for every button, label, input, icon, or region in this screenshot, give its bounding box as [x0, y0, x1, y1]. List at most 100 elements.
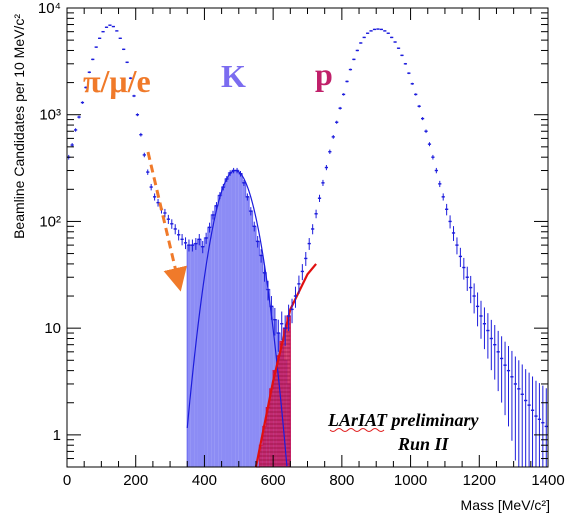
data-point: [84, 86, 88, 89]
data-point: [386, 32, 390, 34]
data-point: [249, 207, 253, 216]
data-point: [335, 120, 339, 124]
data-point: [486, 313, 490, 359]
histogram-bar: [276, 355, 281, 467]
data-point: [513, 356, 517, 461]
data-point: [407, 72, 411, 75]
data-point: [520, 364, 524, 467]
data-point: [352, 58, 356, 61]
data-point: [170, 219, 174, 229]
data-point: [104, 26, 109, 28]
histogram-bar: [190, 245, 195, 467]
data-point: [91, 58, 95, 61]
data-point: [259, 249, 263, 263]
x-tick-label: 1400: [531, 472, 564, 489]
histogram-bar: [262, 426, 267, 467]
data-point: [283, 315, 287, 346]
data-point: [177, 229, 181, 241]
data-point: [197, 234, 201, 246]
data-point: [445, 203, 449, 216]
data-point: [369, 30, 373, 32]
data-point: [424, 129, 428, 134]
data-point: [235, 167, 239, 174]
data-point: [479, 300, 483, 339]
data-point: [300, 264, 304, 281]
data-point: [517, 360, 521, 467]
data-point: [269, 296, 274, 320]
data-point: [393, 41, 397, 43]
data-point: [383, 30, 387, 32]
data-point: [379, 28, 383, 31]
data-point: [135, 113, 140, 117]
histogram-bar: [221, 187, 226, 467]
data-point: [273, 307, 277, 336]
data-point: [331, 135, 335, 139]
data-point: [183, 237, 188, 250]
x-ticks: 0 200 400 600 800 1000 1200 1400: [63, 8, 565, 489]
data-point: [207, 222, 212, 233]
data-point: [204, 232, 208, 244]
data-point: [139, 132, 143, 137]
data-point: [280, 311, 284, 341]
data-point: [287, 304, 291, 332]
data-point: [475, 292, 480, 327]
histogram-bar: [214, 205, 219, 468]
data-point: [276, 319, 280, 352]
histogram-bar: [197, 239, 201, 467]
kaon-label: K: [221, 58, 246, 94]
histogram-bar: [200, 246, 205, 467]
data-point: [493, 325, 497, 380]
data-point: [290, 298, 294, 324]
histogram-bar: [235, 170, 239, 467]
histogram-bar: [228, 172, 232, 467]
data-point: [438, 180, 442, 188]
data-point: [87, 71, 91, 74]
pion-label: π/μ/e: [83, 63, 151, 99]
data-point: [166, 214, 170, 224]
data-point: [256, 235, 260, 248]
x-tick-label: 0: [63, 472, 71, 489]
x-tick-label: 800: [329, 472, 354, 489]
data-point: [73, 128, 78, 132]
data-point: [324, 165, 328, 171]
histogram-bar: [286, 315, 291, 467]
data-point: [544, 388, 548, 467]
y-tick-label: 10: [44, 320, 61, 337]
data-point: [534, 380, 538, 467]
data-point: [146, 169, 150, 175]
histogram-bar: [207, 227, 212, 467]
data-point: [194, 238, 198, 250]
data-point: [338, 106, 342, 110]
data-point: [410, 82, 414, 85]
x-tick-label: 200: [123, 472, 148, 489]
data-point: [201, 240, 205, 254]
data-point: [80, 101, 85, 104]
data-point: [149, 183, 153, 191]
y-tick-label: 10⁴: [38, 0, 61, 17]
data-point: [376, 28, 380, 30]
data-point: [228, 170, 232, 176]
histogram-bar: [252, 226, 256, 467]
data-point: [341, 93, 346, 96]
x-tick-label: 1200: [463, 472, 496, 489]
histogram-bar: [245, 196, 250, 467]
data-point: [94, 46, 98, 48]
histogram-bar: [242, 182, 246, 467]
data-point: [469, 275, 473, 304]
data-point: [187, 239, 191, 252]
data-point: [362, 36, 366, 39]
data-point: [355, 49, 359, 52]
data-point: [125, 61, 129, 64]
data-point: [417, 104, 421, 108]
data-point: [314, 209, 318, 219]
data-point: [221, 183, 225, 191]
data-point: [232, 167, 236, 174]
data-point: [448, 215, 452, 229]
data-point: [142, 152, 146, 158]
proton-fit-curve: [254, 263, 317, 468]
pion-arrow: [146, 151, 187, 292]
data-point: [77, 115, 81, 119]
y-tick-label: 10³: [39, 107, 61, 124]
data-point: [115, 30, 119, 32]
data-point: [451, 226, 456, 241]
